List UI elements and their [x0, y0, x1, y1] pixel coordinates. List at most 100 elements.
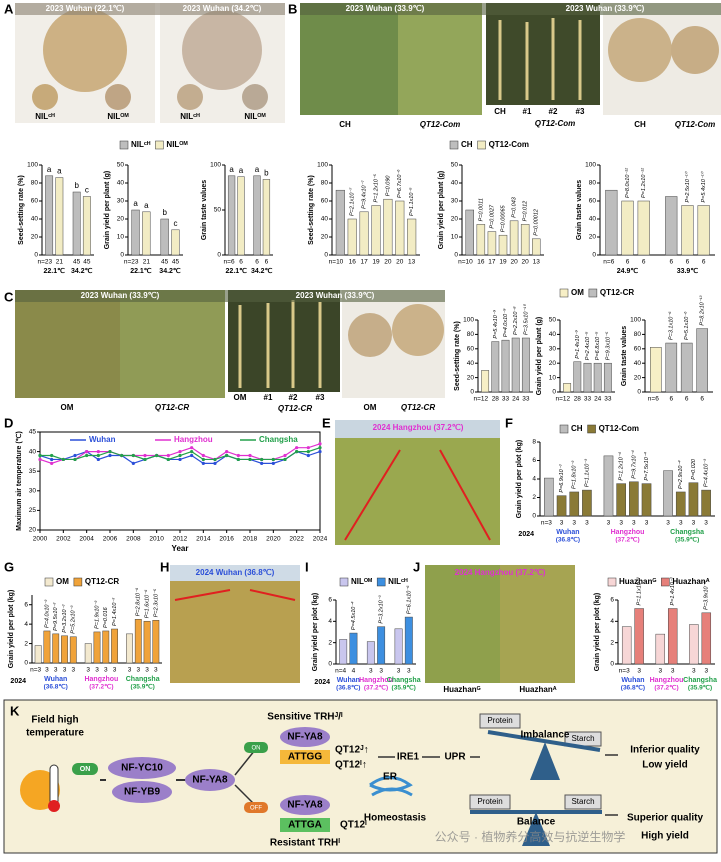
p-value: P=6.8x10⁻⁵: [594, 331, 601, 360]
y-tick-label: 60: [589, 198, 597, 205]
p-value: P=2.1x10⁻⁷: [349, 187, 356, 216]
bar: [476, 224, 486, 256]
n-label: 33: [502, 396, 510, 403]
n-label: 3: [560, 520, 564, 527]
bar: [689, 624, 699, 665]
y-tick-label: 10: [549, 374, 557, 381]
p-value: P=1.1x10⁻³: [637, 577, 643, 605]
y-tick-label: 4: [532, 476, 536, 483]
bar: [603, 455, 614, 517]
switch: [244, 802, 268, 813]
p-value: P=9.7x10⁻⁴: [630, 449, 637, 478]
bar: [701, 489, 711, 517]
legend-label: NILᶜᴴ: [131, 140, 151, 149]
year-label: 2024: [314, 679, 330, 686]
y-tick-label: 2: [610, 639, 614, 646]
legend-label: QT12-CR: [600, 288, 634, 297]
y-tick-label: 80: [321, 180, 329, 187]
label: 2024 Wuhan (36.8℃): [196, 568, 275, 577]
marker: [318, 442, 322, 446]
p-value: P=1.1x10⁻⁵: [408, 187, 415, 216]
n-label: 3: [86, 667, 90, 674]
bar: [143, 620, 151, 664]
legend-swatch: [559, 424, 569, 434]
legend-swatch: [587, 424, 596, 434]
group-label: 22.1℃: [226, 267, 248, 275]
n-label: 3: [369, 668, 373, 675]
promoter: [280, 750, 330, 764]
n-label: 6: [702, 259, 706, 266]
bar: [84, 643, 92, 664]
y-tick-label: 50: [214, 207, 222, 214]
bar: [371, 205, 381, 256]
marker: [295, 450, 299, 454]
n-label: 3: [671, 668, 675, 675]
significance-letter: a: [133, 199, 138, 208]
y-axis-label: Grain taste values: [576, 180, 583, 240]
y-tick-label: 30: [29, 488, 37, 495]
bar: [583, 362, 592, 393]
p-value: P=5.4x10⁻¹⁰: [700, 171, 707, 202]
n-label: 13: [533, 259, 541, 266]
p-value: P=2.9x10⁻⁴: [677, 460, 684, 489]
marker: [178, 453, 182, 458]
marker: [260, 461, 264, 465]
n-label: 45: [161, 259, 169, 266]
band: [300, 3, 721, 15]
x-tick-label: 2018: [243, 536, 258, 543]
photo: [500, 565, 575, 683]
marker: [260, 457, 264, 462]
legend-swatch: [477, 140, 486, 150]
p-value: P=0.043: [512, 196, 518, 218]
legend-label: Changsha: [259, 435, 298, 444]
marker: [201, 461, 205, 465]
p-value: P=0.0027: [489, 204, 495, 229]
grains: [177, 84, 203, 110]
label: OM: [234, 393, 247, 402]
y-axis-label: Seed-setting rate (%): [308, 175, 315, 245]
n-label: 3: [397, 668, 401, 675]
label: A: [4, 1, 14, 16]
field-lines: [174, 589, 296, 601]
marker: [108, 450, 112, 454]
p-value: P=4.4x10⁻³: [704, 459, 710, 487]
n-label: 6: [265, 259, 269, 266]
marker: [38, 453, 42, 458]
n-label: 28: [574, 396, 582, 403]
bar: [491, 341, 500, 393]
label: NF-YA8: [192, 775, 228, 786]
x-tick-label: 2014: [196, 536, 211, 543]
p-value: P=6.1x10⁻⁶: [405, 585, 412, 614]
grains: [608, 18, 672, 82]
x-tick-label: 2004: [79, 536, 94, 543]
label: H: [160, 559, 169, 574]
marker: [96, 457, 100, 462]
marker: [73, 453, 77, 458]
grains: [105, 84, 131, 110]
p-value: P=0.012: [523, 201, 529, 222]
label: CH: [494, 107, 506, 116]
label: NILᶜᴴ: [35, 112, 55, 121]
bar: [171, 229, 180, 256]
p-value: P=0.00065: [500, 204, 506, 232]
bar: [227, 175, 236, 256]
label: D: [4, 415, 13, 430]
bar: [701, 612, 712, 665]
n-label: 19: [499, 259, 507, 266]
year-label: 2024: [10, 678, 26, 685]
group-label: Changsha: [126, 676, 160, 683]
label: ON: [252, 746, 261, 752]
group-label: Wuhan: [556, 529, 579, 536]
n-label: n=3: [541, 520, 552, 527]
marker: [166, 457, 170, 462]
n-label: 3: [154, 667, 158, 674]
photo: [398, 3, 482, 115]
label: NILᶜᴴ: [180, 112, 200, 121]
y-tick-label: 0: [552, 389, 556, 396]
y-axis-label: Grain taste values: [201, 180, 208, 240]
y-tick-label: 0: [328, 661, 332, 668]
legend-swatch: [559, 288, 569, 298]
y-tick-label: 100: [210, 162, 221, 169]
n-label: n=6: [648, 396, 659, 403]
